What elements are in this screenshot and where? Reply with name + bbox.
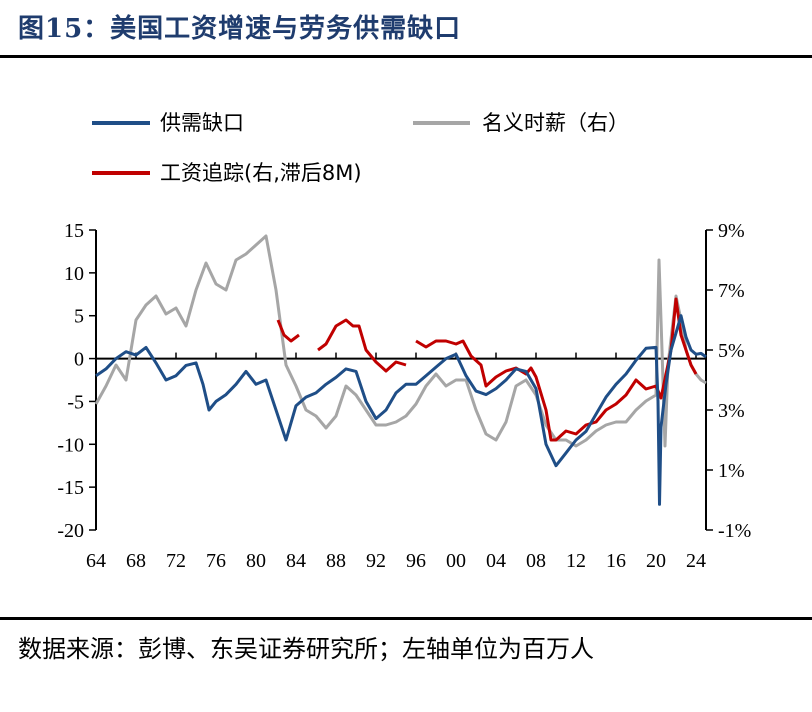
legend: 供需缺口 名义时薪（右） 工资追踪(右,滞后8M) [92, 111, 629, 185]
right-tick-label: 5% [718, 340, 745, 362]
series-line-2 [415, 297, 698, 442]
legend-label-wage: 名义时薪（右） [482, 111, 629, 135]
left-tick-label: -5 [67, 391, 84, 413]
left-tick-label: -10 [57, 434, 84, 456]
x-tick-label: 88 [326, 550, 346, 572]
x-tick-label: 68 [126, 550, 146, 572]
axes: 15 10 5 0 -5 -10 -15 -20 9% 7% 5% 3% 1% -1% 64 68 72 76 80… [57, 220, 751, 572]
line-chart: 供需缺口 名义时薪（右） 工资追踪(右,滞后8M) 15 10 5 0 -5 -10 -15… [57, 111, 751, 572]
right-tick-label: 1% [718, 460, 745, 482]
x-tick-label: 96 [406, 550, 426, 572]
left-tick-label: -20 [57, 520, 84, 542]
left-tick-label: 10 [64, 263, 84, 285]
left-tick-label: 15 [64, 220, 84, 242]
x-tick-label: 12 [566, 550, 586, 572]
x-tick-label: 20 [646, 550, 666, 572]
series-line-2 [317, 318, 407, 373]
x-tick-label: 84 [286, 550, 306, 572]
legend-label-gap: 供需缺口 [160, 111, 244, 135]
x-tick-label: 16 [606, 550, 626, 572]
figure-title: 图15：美国工资增速与劳务供需缺口 [18, 14, 462, 44]
left-tick-label: 0 [74, 349, 84, 371]
right-tick-label: 3% [718, 400, 745, 422]
x-tick-label: 24 [686, 550, 706, 572]
x-tick-label: 04 [486, 550, 506, 572]
bottom-rule [0, 617, 812, 620]
x-tick-label: 64 [86, 550, 106, 572]
top-rule [0, 55, 812, 58]
x-tick-label: 08 [526, 550, 546, 572]
right-tick-label: -1% [718, 520, 751, 542]
series-line-0 [95, 314, 707, 506]
plot-area [94, 234, 707, 506]
x-tick-label: 92 [366, 550, 386, 572]
left-tick-label: -15 [57, 477, 84, 499]
source-note: 数据来源：彭博、东吴证券研究所；左轴单位为百万人 [18, 635, 594, 663]
x-tick-label: 72 [166, 550, 186, 572]
right-tick-label: 7% [718, 280, 745, 302]
x-tick-label: 76 [206, 550, 226, 572]
x-tick-label: 80 [246, 550, 266, 572]
legend-label-tracker: 工资追踪(右,滞后8M) [160, 161, 362, 185]
series-line-1 [94, 234, 707, 448]
x-tick-label: 00 [446, 550, 466, 572]
left-tick-label: 5 [74, 306, 84, 328]
right-tick-label: 9% [718, 220, 745, 242]
series-line-2 [276, 319, 300, 343]
